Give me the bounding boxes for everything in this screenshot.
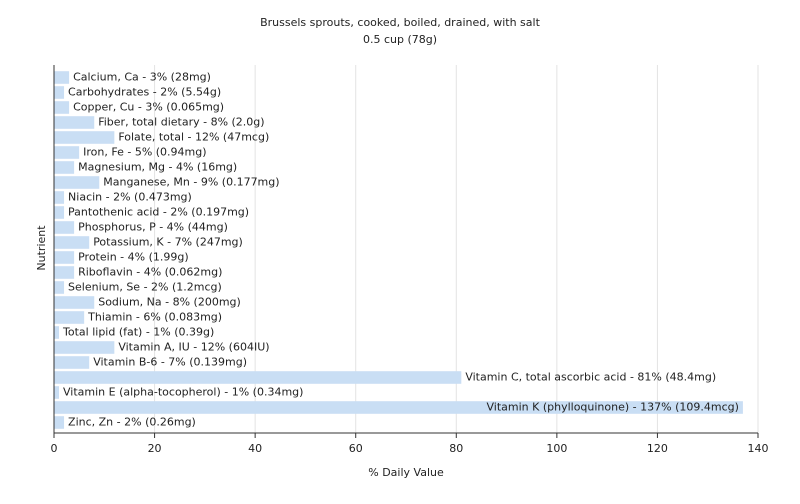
bar	[54, 191, 65, 204]
x-axis-label: % Daily Value	[368, 466, 444, 479]
bar-label: Pantothenic acid - 2% (0.197mg)	[68, 206, 249, 219]
bar	[54, 326, 60, 339]
bar-label: Vitamin A, IU - 12% (604IU)	[118, 341, 269, 354]
bar-label: Fiber, total dietary - 8% (2.0g)	[98, 116, 264, 129]
bar	[54, 86, 65, 99]
x-tick-label: 100	[546, 442, 567, 455]
bar	[54, 386, 60, 399]
bar-label: Carbohydrates - 2% (5.54g)	[68, 86, 221, 99]
bar	[54, 311, 85, 324]
chart-title: Brussels sprouts, cooked, boiled, draine…	[260, 16, 540, 29]
bar-label: Riboflavin - 4% (0.062mg)	[78, 266, 222, 279]
bar	[54, 236, 90, 249]
bar	[54, 296, 95, 309]
bar	[54, 206, 65, 219]
bar-label: Protein - 4% (1.99g)	[78, 251, 189, 264]
x-tick-label: 20	[148, 442, 162, 455]
y-axis-label: Nutrient	[35, 225, 48, 271]
bar-label: Vitamin K (phylloquinone) - 137% (109.4m…	[486, 401, 738, 414]
x-tick-label: 80	[449, 442, 463, 455]
bar	[54, 176, 100, 189]
bar	[54, 266, 75, 279]
bar	[54, 341, 115, 354]
bar-label: Thiamin - 6% (0.083mg)	[87, 311, 222, 324]
x-tick-label: 140	[748, 442, 769, 455]
bar-label: Copper, Cu - 3% (0.065mg)	[73, 101, 224, 114]
bar-label: Vitamin B-6 - 7% (0.139mg)	[93, 356, 247, 369]
bar	[54, 161, 75, 174]
bar-label: Zinc, Zn - 2% (0.26mg)	[68, 416, 196, 429]
bar	[54, 146, 80, 159]
x-tick-label: 120	[647, 442, 668, 455]
bar	[54, 221, 75, 234]
bar	[54, 71, 70, 84]
bar-label: Niacin - 2% (0.473mg)	[68, 191, 192, 204]
x-tick-label: 0	[51, 442, 58, 455]
bar	[54, 116, 95, 129]
bar	[54, 371, 462, 384]
x-tick-label: 40	[248, 442, 262, 455]
bar-label: Vitamin E (alpha-tocopherol) - 1% (0.34m…	[63, 386, 303, 399]
x-tick-label: 60	[349, 442, 363, 455]
bar-label: Potassium, K - 7% (247mg)	[93, 236, 243, 249]
bars: Calcium, Ca - 3% (28mg) Carbohydrates - 2…	[54, 71, 743, 429]
bar	[54, 281, 65, 294]
bar	[54, 101, 70, 114]
bar	[54, 131, 115, 144]
bar-label: Phosphorus, P - 4% (44mg)	[78, 221, 228, 234]
bar-label: Magnesium, Mg - 4% (16mg)	[78, 161, 237, 174]
bar-label: Manganese, Mn - 9% (0.177mg)	[103, 176, 279, 189]
bar-label: Total lipid (fat) - 1% (0.39g)	[62, 326, 214, 339]
bar-label: Selenium, Se - 2% (1.2mcg)	[68, 281, 222, 294]
bar-label: Vitamin C, total ascorbic acid - 81% (48…	[465, 371, 716, 384]
bar-label: Folate, total - 12% (47mcg)	[118, 131, 269, 144]
chart-subtitle: 0.5 cup (78g)	[363, 33, 437, 46]
bar	[54, 416, 65, 429]
bar	[54, 356, 90, 369]
bar	[54, 401, 743, 414]
bar-label: Sodium, Na - 8% (200mg)	[98, 296, 241, 309]
bar-label: Iron, Fe - 5% (0.94mg)	[83, 146, 206, 159]
bar-label: Calcium, Ca - 3% (28mg)	[73, 71, 211, 84]
bar	[54, 251, 75, 264]
